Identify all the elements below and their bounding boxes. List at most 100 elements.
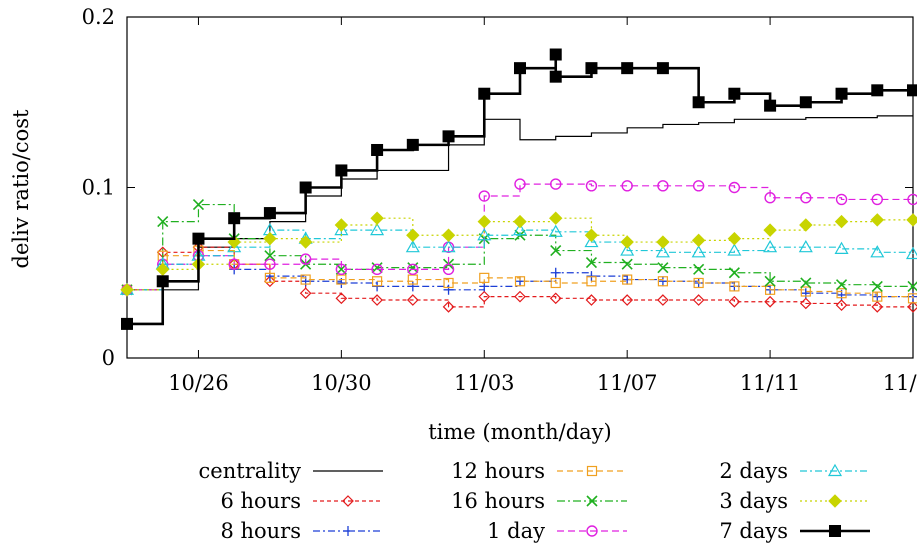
data-point	[621, 62, 634, 75]
data-point	[692, 294, 705, 306]
data-point	[156, 275, 169, 288]
series-line	[127, 115, 913, 325]
data-point	[299, 253, 312, 265]
series-line	[127, 249, 914, 299]
legend-marker	[827, 463, 843, 477]
data-point	[692, 180, 705, 192]
data-point	[335, 292, 348, 305]
data-point	[370, 222, 385, 236]
series-8-hours	[122, 250, 917, 302]
legend-marker	[586, 465, 598, 477]
data-point	[550, 267, 561, 278]
legend-item: 16 hours	[451, 489, 627, 513]
data-point	[906, 213, 917, 227]
legend-item: 7 days	[719, 519, 870, 543]
data-point	[584, 228, 599, 242]
series-line	[127, 255, 913, 298]
data-point	[871, 84, 884, 97]
data-point	[264, 250, 276, 262]
data-point	[298, 235, 313, 249]
data-point	[477, 228, 492, 241]
data-point	[405, 239, 420, 253]
data-point	[263, 231, 277, 246]
series-7-days	[121, 48, 917, 330]
data-point	[764, 192, 776, 204]
data-point	[834, 241, 849, 254]
data-point	[656, 235, 670, 249]
data-point	[584, 234, 599, 248]
legend-marker	[343, 526, 353, 536]
data-point	[798, 239, 813, 253]
data-point	[514, 276, 526, 287]
series-12-hours	[121, 245, 917, 304]
data-point	[586, 276, 597, 287]
data-point	[764, 284, 776, 295]
legend: centrality 6 hours 8 hours 12 hours 16 hours…	[199, 459, 870, 543]
data-point	[120, 283, 134, 297]
data-point	[513, 214, 527, 229]
data-point	[585, 294, 598, 306]
data-point	[657, 180, 669, 192]
data-point	[549, 211, 563, 225]
data-point	[763, 239, 778, 253]
y-axis-ticks: 0 0.1 0.2	[82, 5, 913, 370]
data-point	[655, 245, 670, 258]
series-3-days	[120, 211, 917, 297]
data-point	[800, 192, 812, 204]
data-point	[514, 290, 526, 303]
data-point	[550, 277, 561, 289]
data-point	[479, 272, 490, 283]
data-point	[371, 262, 383, 274]
data-point	[657, 262, 669, 274]
data-point	[907, 301, 917, 313]
data-point	[512, 222, 528, 236]
data-point	[834, 214, 849, 229]
data-point	[334, 218, 349, 232]
data-point	[264, 275, 276, 288]
data-point	[835, 279, 848, 291]
data-point	[407, 274, 418, 285]
data-point	[657, 294, 669, 306]
data-point	[657, 276, 669, 287]
data-point	[441, 228, 456, 242]
legend-item: 3 days	[719, 489, 870, 513]
data-point	[727, 231, 742, 246]
data-point	[693, 263, 705, 275]
x-tick-label: 11/07	[597, 371, 658, 395]
legend-label: 7 days	[719, 519, 788, 543]
data-point	[228, 212, 241, 225]
data-point	[871, 193, 883, 206]
x-tick-label: 10/26	[168, 371, 229, 395]
data-point	[299, 287, 312, 300]
data-point	[550, 178, 562, 190]
legend-item: 2 days	[719, 459, 870, 483]
data-point	[407, 281, 418, 292]
data-point	[407, 262, 419, 274]
data-point	[835, 87, 848, 100]
data-point	[729, 281, 740, 292]
data-point	[657, 276, 668, 287]
legend-item: 6 hours	[220, 489, 383, 513]
legend-marker	[828, 494, 842, 508]
data-point	[870, 245, 885, 258]
data-point	[299, 181, 312, 194]
data-point	[192, 198, 205, 211]
data-point	[441, 239, 456, 253]
legend-marker	[586, 525, 598, 537]
data-point	[586, 271, 597, 282]
data-point	[371, 143, 384, 156]
legend-label: 1 day	[487, 519, 545, 543]
legend-item: 12 hours	[451, 459, 627, 483]
data-point	[692, 96, 705, 109]
data-point	[871, 280, 883, 292]
data-point	[905, 246, 917, 260]
data-point	[548, 224, 563, 237]
data-point	[621, 258, 633, 270]
data-point	[442, 301, 455, 313]
data-point	[799, 96, 812, 109]
data-point	[478, 87, 491, 100]
legend-label: 16 hours	[451, 489, 545, 513]
data-point	[763, 223, 777, 237]
data-point	[335, 164, 348, 177]
data-point	[727, 243, 742, 256]
